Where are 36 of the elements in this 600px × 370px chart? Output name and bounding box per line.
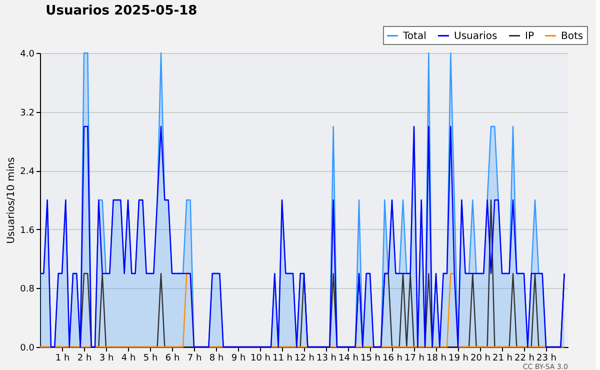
x-tick-label: 14 h <box>338 354 359 364</box>
x-tick-label: 4 h <box>121 354 136 364</box>
x-tick-label: 13 h <box>316 354 337 364</box>
legend-label: IP <box>525 30 534 42</box>
x-tick-label: 15 h <box>360 354 381 364</box>
y-tick-label: 0.8 <box>20 284 35 295</box>
x-tick-label: 18 h <box>426 354 447 364</box>
x-tick-label: 19 h <box>448 354 469 364</box>
y-tick-label: 0.0 <box>20 344 35 354</box>
x-tick-label: 22 h <box>514 354 535 364</box>
x-tick-label: 17 h <box>404 354 425 364</box>
x-tick-label: 16 h <box>382 354 403 364</box>
legend-label: Total <box>402 30 426 42</box>
x-tick-label: 9 h <box>231 354 246 364</box>
y-tick-label: 4.0 <box>20 50 35 60</box>
x-tick-label: 5 h <box>143 354 158 364</box>
x-tick-label: 2 h <box>77 354 92 364</box>
y-tick-label: 1.6 <box>20 226 35 236</box>
chart-title: Usuarios 2025-05-18 <box>46 4 198 18</box>
x-tick-label: 1 h <box>55 354 70 364</box>
y-tick-label: 3.2 <box>20 108 34 118</box>
x-tick-label: 23 h <box>536 354 557 364</box>
x-tick-label: 11 h <box>272 354 293 364</box>
legend-label: Bots <box>561 30 584 42</box>
x-tick-label: 21 h <box>492 354 513 364</box>
y-tick-label: 2.4 <box>20 167 35 178</box>
x-tick-label: 3 h <box>99 354 114 364</box>
line-series <box>39 126 565 348</box>
legend-label: Usuarios <box>454 30 498 42</box>
x-tick-label: 10 h <box>250 354 271 364</box>
x-tick-label: 20 h <box>470 354 491 364</box>
y-axis-title: Usuarios/10 mins <box>6 157 18 244</box>
x-tick-label: 8 h <box>209 354 224 364</box>
x-tick-label: 12 h <box>294 354 315 364</box>
x-tick-label: 6 h <box>165 354 180 364</box>
x-tick-label: 7 h <box>187 354 202 364</box>
